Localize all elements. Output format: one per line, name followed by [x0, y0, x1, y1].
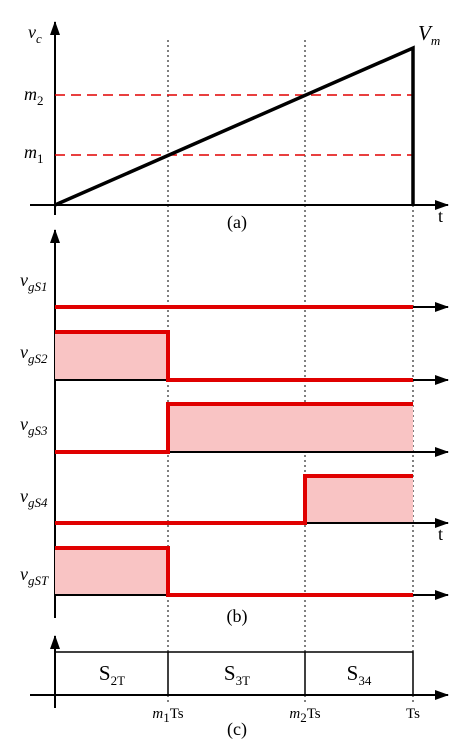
y-label: vc: [28, 22, 42, 46]
signal-label: vgST: [20, 564, 49, 588]
peak-label: Vm: [418, 21, 440, 48]
x-label: t: [438, 206, 443, 226]
tick-label: m1Ts: [152, 706, 183, 725]
tick-label: Ts: [406, 706, 420, 722]
segment-label: S3T: [224, 661, 250, 688]
segment-label: S34: [347, 661, 372, 688]
panel-a: vc Vm m2 m1 t (a): [24, 21, 449, 233]
signal-label: vgS4: [20, 486, 48, 510]
caption: (a): [227, 212, 247, 233]
x-label: t: [438, 524, 443, 544]
signal-label: vgS3: [20, 414, 48, 438]
panel-b: vgS1 vgS2 vgS3 vgS4 vgST t (b): [20, 229, 449, 627]
signal-label: vgS1: [20, 270, 48, 294]
caption: (b): [227, 606, 248, 627]
level-label: m1: [24, 142, 44, 166]
caption: (c): [227, 719, 247, 740]
signal-label: vgS2: [20, 342, 48, 366]
segment-label: S2T: [99, 661, 125, 688]
tick-label: m2Ts: [289, 706, 320, 725]
panel-c: S2T S3T S34 m1Ts m2Ts Ts (c): [30, 635, 449, 740]
level-label: m2: [24, 84, 44, 108]
